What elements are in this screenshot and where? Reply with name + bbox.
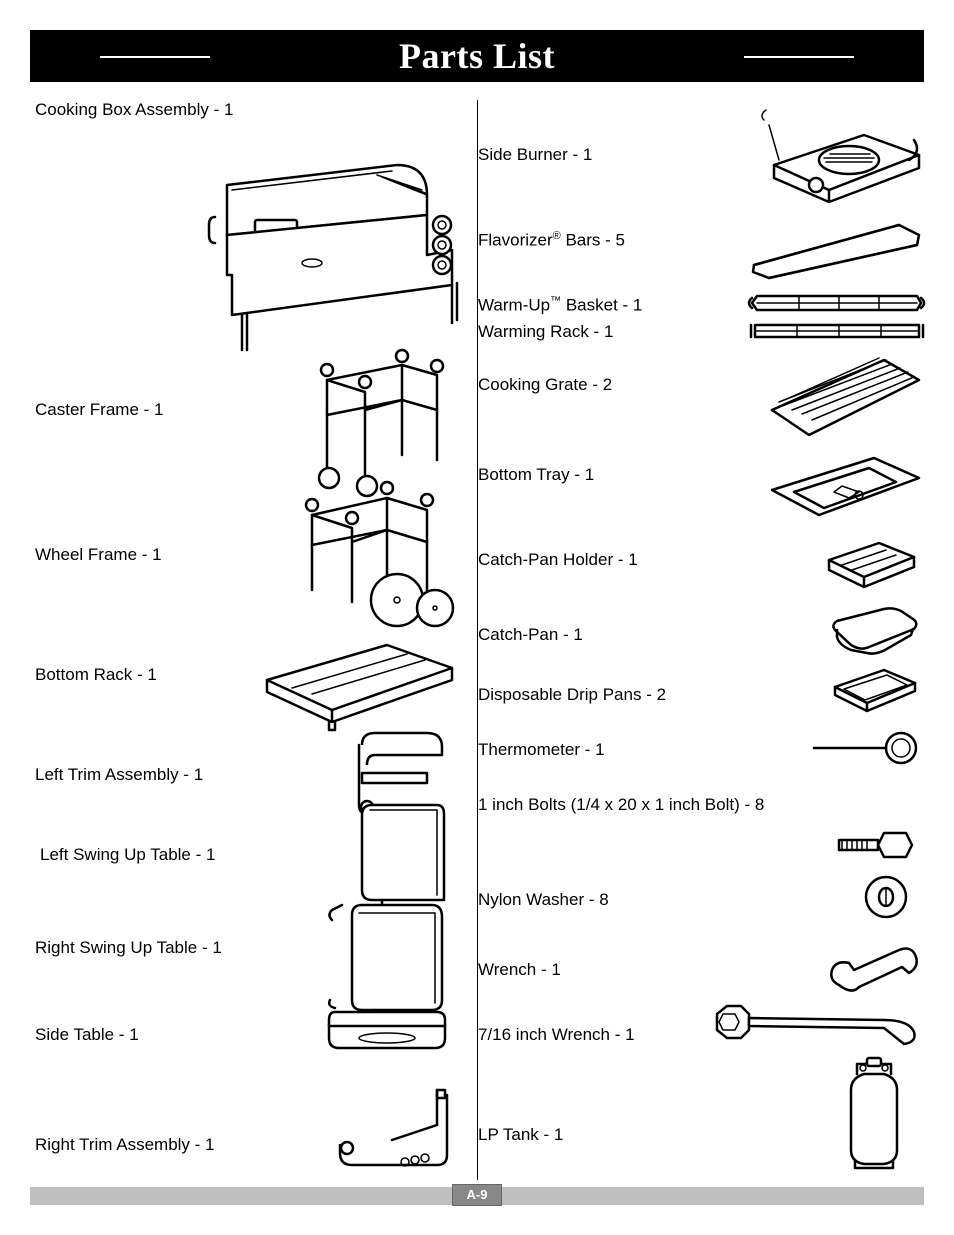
- cooking_box-icon: weber: [197, 115, 477, 355]
- part-label-drip_pans: Disposable Drip Pans - 2: [478, 685, 666, 705]
- catch_pan-icon: [829, 605, 919, 655]
- part-label-left_swing: Left Swing Up Table - 1: [40, 845, 215, 865]
- part-label-cooking_grate: Cooking Grate - 2: [478, 375, 612, 395]
- right-column: Side Burner - 1 Flavorizer® Bars - 5 War…: [477, 100, 924, 1180]
- side_burner-icon: [754, 110, 924, 210]
- warming_rack-icon: [749, 320, 924, 342]
- wheel_frame-icon: [297, 490, 457, 630]
- lp_tank-icon: [839, 1060, 909, 1170]
- header-bar: Parts List: [30, 30, 924, 82]
- left-column: Cooking Box Assembly - 1 weber Caster Fr…: [30, 100, 477, 1180]
- left_swing-icon: [352, 800, 447, 915]
- part-label-wrench: Wrench - 1: [478, 960, 561, 980]
- part-label-nylon_washer: Nylon Washer - 8: [478, 890, 609, 910]
- catch_holder-icon: [824, 535, 919, 590]
- header-rule-right: [744, 56, 854, 58]
- caster_frame-icon: [307, 360, 457, 490]
- right_trim-icon: [337, 1080, 457, 1170]
- side_table-icon: [327, 1000, 447, 1060]
- part-label-wrench716: 7/16 inch Wrench - 1: [478, 1025, 635, 1045]
- part-label-caster_frame: Caster Frame - 1: [35, 400, 163, 420]
- part-label-right_swing: Right Swing Up Table - 1: [35, 938, 222, 958]
- bolts-icon: [834, 825, 914, 865]
- footer-bar: A-9: [30, 1187, 924, 1205]
- part-label-lp_tank: LP Tank - 1: [478, 1125, 563, 1145]
- part-label-left_trim: Left Trim Assembly - 1: [35, 765, 203, 785]
- drip_pans-icon: [829, 665, 919, 715]
- part-label-flavorizer: Flavorizer® Bars - 5: [478, 230, 625, 251]
- part-label-side_burner: Side Burner - 1: [478, 145, 592, 165]
- part-label-side_table: Side Table - 1: [35, 1025, 139, 1045]
- thermometer-icon: [809, 730, 919, 765]
- part-label-bottom_rack: Bottom Rack - 1: [35, 665, 157, 685]
- wrench716-icon: [709, 1000, 919, 1048]
- header-rule-left: [100, 56, 210, 58]
- part-label-catch_pan: Catch-Pan - 1: [478, 625, 583, 645]
- flavorizer-icon: [749, 220, 924, 280]
- cooking_grate-icon: [764, 350, 924, 445]
- bottom_tray-icon: [764, 450, 924, 525]
- nylon_washer-icon: [864, 875, 909, 920]
- part-label-bolts: 1 inch Bolts (1/4 x 20 x 1 inch Bolt) - …: [478, 795, 764, 815]
- page: Parts List Cooking Box Assembly - 1 webe…: [0, 0, 954, 1235]
- part-label-catch_holder: Catch-Pan Holder - 1: [478, 550, 638, 570]
- part-label-bottom_tray: Bottom Tray - 1: [478, 465, 594, 485]
- part-label-right_trim: Right Trim Assembly - 1: [35, 1135, 215, 1155]
- part-label-wheel_frame: Wheel Frame - 1: [35, 545, 162, 565]
- wrench-icon: [824, 945, 919, 1000]
- part-label-thermometer: Thermometer - 1: [478, 740, 605, 760]
- page-number: A-9: [452, 1184, 503, 1206]
- page-title: Parts List: [399, 35, 555, 77]
- part-label-warmup_basket: Warm-Up™ Basket - 1: [478, 295, 642, 316]
- content: Cooking Box Assembly - 1 weber Caster Fr…: [30, 100, 924, 1180]
- warmup_basket-icon: [749, 292, 924, 314]
- part-label-warming_rack: Warming Rack - 1: [478, 322, 613, 342]
- bottom_rack-icon: [257, 630, 457, 730]
